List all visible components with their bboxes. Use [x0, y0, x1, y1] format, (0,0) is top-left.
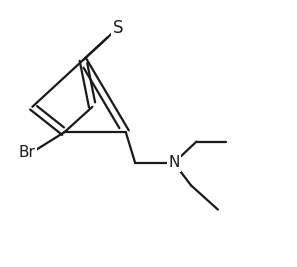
Text: S: S: [113, 19, 123, 37]
Text: Br: Br: [19, 145, 35, 160]
Text: N: N: [168, 155, 180, 170]
